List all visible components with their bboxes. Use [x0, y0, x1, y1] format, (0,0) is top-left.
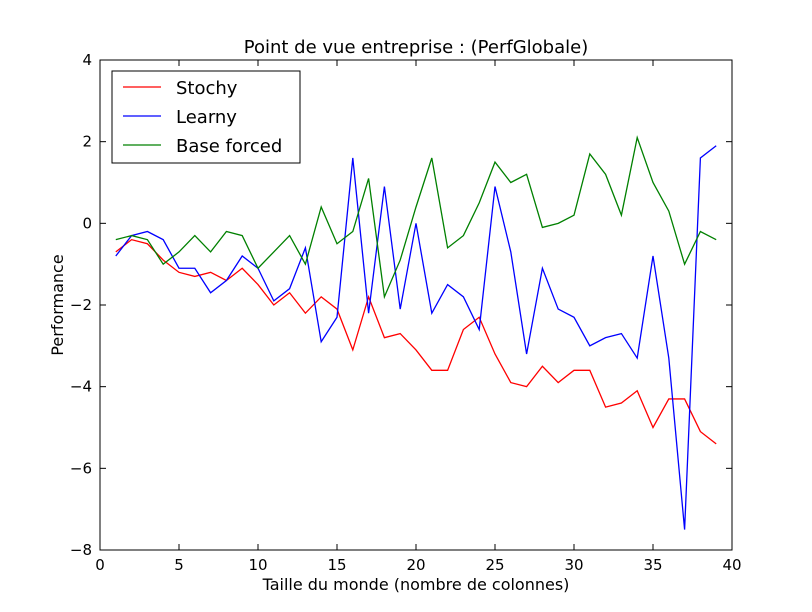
x-axis-label: Taille du monde (nombre de colonnes) [262, 575, 570, 594]
y-tick-label: −2 [70, 296, 92, 314]
legend-label: Stochy [176, 78, 238, 99]
y-tick-label: −4 [70, 378, 92, 396]
axis-ticks: 0 5 10 15 20 25 30 35 40 −8 −6 −4 −2 0 2 4 [70, 51, 742, 574]
legend-label: Learny [176, 107, 237, 128]
x-tick-label: 40 [722, 556, 741, 574]
series-line-learny [115, 145, 717, 530]
x-tick-label: 25 [485, 556, 504, 574]
x-tick-label: 30 [564, 556, 583, 574]
series-line-base-forced [115, 135, 717, 300]
x-tick-label: 15 [327, 556, 346, 574]
x-tick-label: 5 [174, 556, 184, 574]
legend-label: Base forced [176, 136, 282, 157]
series-line-stochy [115, 238, 717, 445]
x-tick-label: 35 [643, 556, 662, 574]
chart-title: Point de vue entreprise : (PerfGlobale) [244, 37, 588, 58]
x-tick-label: 20 [406, 556, 425, 574]
series-lines [115, 135, 717, 530]
y-tick-label: 0 [82, 214, 92, 232]
y-tick-label: −8 [70, 541, 92, 559]
y-tick-label: 4 [82, 51, 92, 69]
y-tick-label: 2 [82, 133, 92, 151]
plot-frame [99, 59, 733, 551]
x-tick-label: 10 [248, 556, 267, 574]
legend: Stochy Learny Base forced [111, 70, 301, 164]
x-tick-label: 0 [95, 556, 105, 574]
y-axis-label: Performance [48, 254, 67, 355]
y-tick-label: −6 [70, 459, 92, 477]
legend-box [111, 70, 301, 164]
